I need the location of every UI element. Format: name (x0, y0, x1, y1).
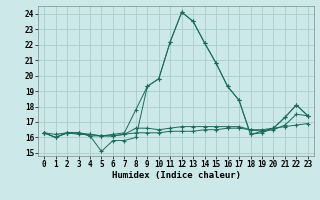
X-axis label: Humidex (Indice chaleur): Humidex (Indice chaleur) (111, 171, 241, 180)
